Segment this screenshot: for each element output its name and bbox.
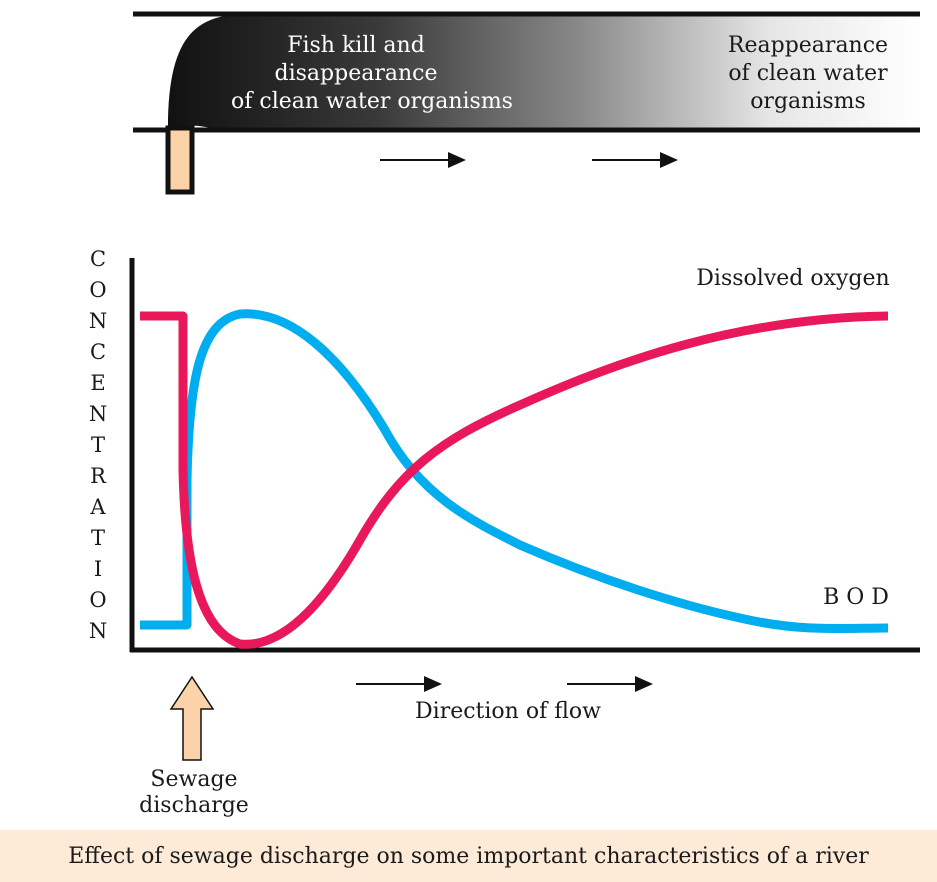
upstream-label: Fish kill and disappearance of clean wat…	[231, 33, 513, 114]
caption-box: Effect of sewage discharge on some impor…	[0, 830, 937, 882]
bod-curve	[140, 309, 889, 634]
downstream-label: Reappearance of clean water organisms	[728, 33, 888, 114]
y-axis-letter: T	[91, 433, 105, 457]
y-axis-letter: C	[90, 247, 106, 271]
y-axis-letter: C	[90, 340, 106, 364]
upstream-label-line: of clean water organisms	[231, 89, 513, 114]
y-axis-letter: N	[89, 402, 107, 426]
downstream-label-line: organisms	[750, 89, 866, 114]
y-axis-letter: T	[91, 526, 105, 550]
downstream-label-line: of clean water	[728, 61, 888, 86]
upstream-label-line: Fish kill and	[287, 33, 425, 58]
y-axis-letter: R	[90, 464, 107, 488]
sewage-pipe	[165, 125, 195, 195]
y-axis-letter: E	[90, 371, 105, 395]
y-axis-letter: N	[89, 619, 107, 643]
downstream-label-line: Reappearance	[728, 33, 888, 58]
y-axis-letter: A	[89, 495, 106, 519]
direction-of-flow-label: Direction of flow	[415, 699, 601, 724]
figure-caption: Effect of sewage discharge on some impor…	[68, 843, 869, 869]
pollution-plume	[168, 14, 920, 130]
y-axis-letter: N	[89, 309, 107, 333]
y-axis-letter: O	[89, 588, 106, 612]
sewage-discharge-label: Sewage	[150, 767, 237, 792]
dissolved-oxygen-curve	[140, 311, 889, 649]
y-axis-letter: O	[89, 278, 106, 302]
sewage-discharge-arrow	[169, 675, 215, 761]
bod-label: B O D	[823, 585, 889, 610]
sewage-discharge-label: discharge	[139, 793, 249, 818]
dissolved-oxygen-label: Dissolved oxygen	[696, 266, 889, 291]
river-channel: Fish kill and disappearance of clean wat…	[133, 11, 920, 195]
upstream-label-line: disappearance	[275, 61, 438, 86]
y-axis-letter: I	[94, 557, 102, 581]
